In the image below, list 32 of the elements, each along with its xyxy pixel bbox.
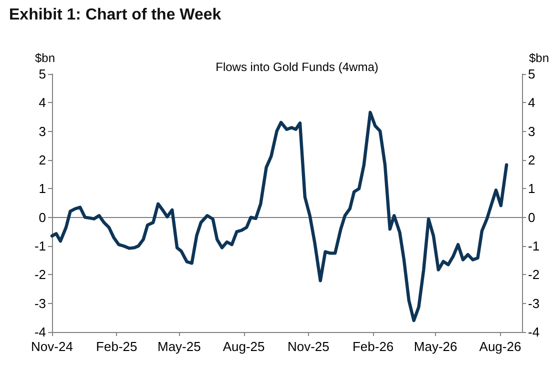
y-tick-label: -4: [34, 324, 46, 340]
chart-subtitle: Flows into Gold Funds (4wma): [216, 60, 378, 74]
y2-tick-label: 0: [528, 210, 536, 225]
x-tick-label: Feb-25: [96, 339, 138, 354]
y2-tick-label: -4: [528, 324, 540, 340]
x-tick-label: Nov-25: [287, 339, 330, 354]
y2-tick-label: 1: [528, 181, 536, 196]
y-tick-label: 1: [38, 181, 46, 196]
y-tick-label: -3: [34, 296, 46, 311]
y-tick-label: 3: [38, 124, 46, 139]
x-tick-label: May-25: [157, 339, 201, 354]
y-tick-label: -1: [34, 238, 46, 254]
x-tick-label: Aug-25: [222, 339, 265, 354]
y-axis-title: $bn: [35, 51, 56, 65]
y2-tick-label: 5: [528, 66, 536, 82]
y-tick-label: 2: [38, 152, 46, 168]
y-tick-label: 4: [38, 95, 46, 110]
y-tick-label: -2: [34, 267, 46, 282]
y2-tick-label: 2: [528, 152, 536, 168]
y2-tick-label: 4: [528, 95, 536, 110]
x-tick-label: Feb-26: [352, 339, 394, 354]
y-tick-label: 5: [38, 66, 46, 82]
x-tick-label: Nov-24: [31, 339, 73, 354]
chart-title: Exhibit 1: Chart of the Week: [9, 6, 222, 24]
x-tick-label: May-26: [414, 339, 458, 354]
y2-tick-label: 3: [528, 124, 536, 139]
y2-tick-label: -1: [528, 238, 540, 254]
y2-tick-label: -2: [528, 267, 540, 282]
x-tick-label: Aug-26: [479, 339, 522, 354]
y-tick-label: 0: [38, 210, 46, 225]
y2-tick-label: -3: [528, 296, 540, 311]
y2-axis-title: $bn: [529, 51, 550, 65]
